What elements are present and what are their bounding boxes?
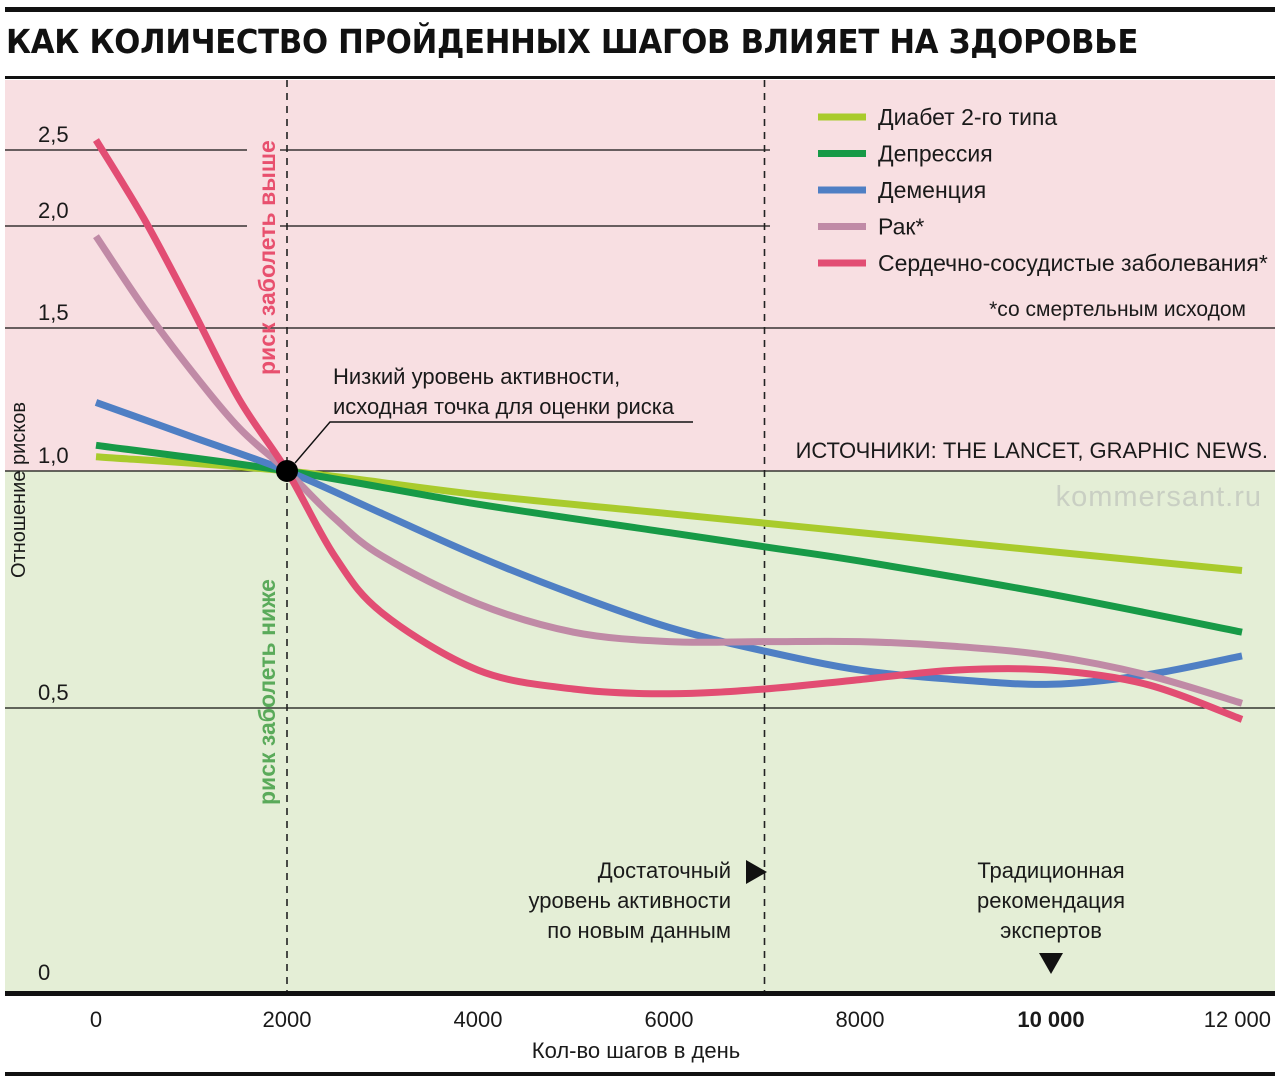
x-tick-label: 10 000	[1017, 1007, 1084, 1032]
traditional-recommendation-arrow	[1039, 953, 1063, 974]
x-axis-line	[5, 991, 1275, 996]
x-tick-label: 6000	[645, 1007, 694, 1032]
reference-lines	[286, 80, 766, 993]
risk-higher-label: риск заболеть выше	[254, 140, 280, 375]
traditional-recommendation-note: экспертов	[1000, 918, 1102, 943]
legend-label: Сердечно-сосудистые заболевания*	[878, 250, 1268, 276]
y-tick-label: 0	[38, 960, 50, 985]
annotations: Низкий уровень активности, исходная точка…	[254, 140, 1268, 974]
traditional-recommendation-note: рекомендация	[977, 888, 1125, 913]
legend-footnote: *со смертельным исходом	[989, 298, 1246, 321]
x-tick-label: 4000	[454, 1007, 503, 1032]
watermark: kommersant.ru	[1056, 481, 1262, 513]
x-tick-label: 2000	[263, 1007, 312, 1032]
bottom-rule	[5, 1072, 1275, 1076]
baseline-annotation: Низкий уровень активности,	[333, 364, 620, 389]
sources: ИСТОЧНИКИ: THE LANCET, GRAPHIC NEWS.	[796, 438, 1268, 463]
legend-label: Диабет 2-го типа	[878, 104, 1057, 130]
chart-title: КАК КОЛИЧЕСТВО ПРОЙДЕННЫХ ШАГОВ ВЛИЯЕТ Н…	[6, 22, 1139, 61]
y-tick-label: 1,5	[38, 300, 69, 325]
sufficient-activity-note: уровень активности	[528, 888, 731, 913]
baseline-point	[276, 460, 298, 482]
baseline-leader-line	[294, 421, 693, 464]
y-axis-label: Отношение рисков	[8, 402, 30, 578]
y-tick-label: 2,5	[38, 122, 69, 147]
gridlines	[5, 149, 1275, 709]
legend-label: Депрессия	[878, 141, 993, 167]
y-tick-label: 2,0	[38, 198, 69, 223]
x-tick-label: 12 000	[1204, 1007, 1271, 1032]
series-line-4	[93, 138, 1244, 723]
traditional-recommendation-note: Традиционная	[977, 858, 1124, 883]
baseline-annotation: исходная точка для оценки риска	[333, 394, 675, 419]
sufficient-activity-note: по новым данным	[547, 918, 731, 943]
x-tick-label: 0	[90, 1007, 102, 1032]
y-tick-label: 1,0	[38, 443, 69, 468]
legend-label: Рак*	[878, 214, 924, 240]
risk-zones	[5, 80, 1275, 993]
y-tick-label: 0,5	[38, 680, 69, 705]
axes: 0 0,5 1,0 1,5 2,0 2,5 0 2000 4000 6000 8000 10 000 1…	[5, 122, 1275, 1076]
legend-label: Деменция	[878, 177, 986, 203]
zone-risk-lower	[5, 471, 1275, 993]
x-tick-label: 8000	[836, 1007, 885, 1032]
sufficient-activity-note: Достаточный	[598, 858, 731, 883]
title-rule	[5, 76, 1275, 79]
series-line-3	[93, 234, 1244, 707]
sufficient-activity-arrow	[746, 860, 767, 884]
top-rule	[5, 7, 1275, 12]
x-axis-label: Кол-во шагов в день	[532, 1038, 740, 1063]
risk-lower-label: риск заболеть ниже	[254, 579, 280, 805]
legend: Диабет 2-го типа Депрессия Деменция Рак* Сер…	[818, 104, 1268, 321]
